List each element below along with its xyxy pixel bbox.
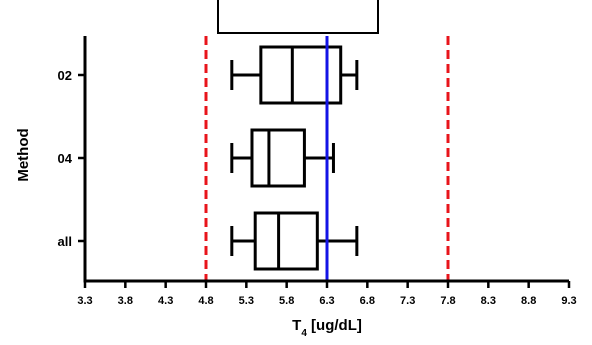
x-tick-label: 3.3 xyxy=(77,295,92,307)
y-tick-label-all: all xyxy=(58,234,72,249)
box-iqr xyxy=(250,128,306,188)
x-tick-label: 3.8 xyxy=(118,295,133,307)
x-axis-title-subscript: 4 xyxy=(301,328,307,339)
x-tick-label: 8.8 xyxy=(521,295,536,307)
box-iqr xyxy=(259,45,343,105)
x-axis-title-unit: [ug/dL] xyxy=(307,317,362,334)
x-tick-label: 9.3 xyxy=(561,295,576,307)
x-tick-label: 8.3 xyxy=(481,295,496,307)
y-axis-title: Method xyxy=(15,128,32,181)
x-tick-label: 6.3 xyxy=(319,295,334,307)
box-04 xyxy=(230,128,335,188)
y-tick-label-04: 04 xyxy=(58,151,73,166)
x-tick-label: 4.3 xyxy=(158,295,173,307)
x-axis-title-base: T xyxy=(292,317,301,334)
x-axis-title: T4 [ug/dL] xyxy=(292,317,362,339)
x-tick-label: 5.3 xyxy=(239,295,254,307)
x-tick-label: 6.8 xyxy=(360,295,375,307)
x-tick-label: 5.8 xyxy=(279,295,294,307)
box-02 xyxy=(230,45,359,105)
x-tick-label: 7.8 xyxy=(440,295,455,307)
box-iqr xyxy=(253,211,319,271)
legend-frame xyxy=(217,0,379,34)
axes: 02 04 all 3.3 3.8 4.3 4.8 5.3 5.8 6.3 6.8 7.3 7.8 8.3… xyxy=(58,36,577,307)
x-tick-label: 7.3 xyxy=(400,295,415,307)
box-all xyxy=(230,211,359,271)
plot-area xyxy=(204,36,450,281)
y-tick-label-02: 02 xyxy=(58,68,72,83)
x-tick-label: 4.8 xyxy=(198,295,213,307)
